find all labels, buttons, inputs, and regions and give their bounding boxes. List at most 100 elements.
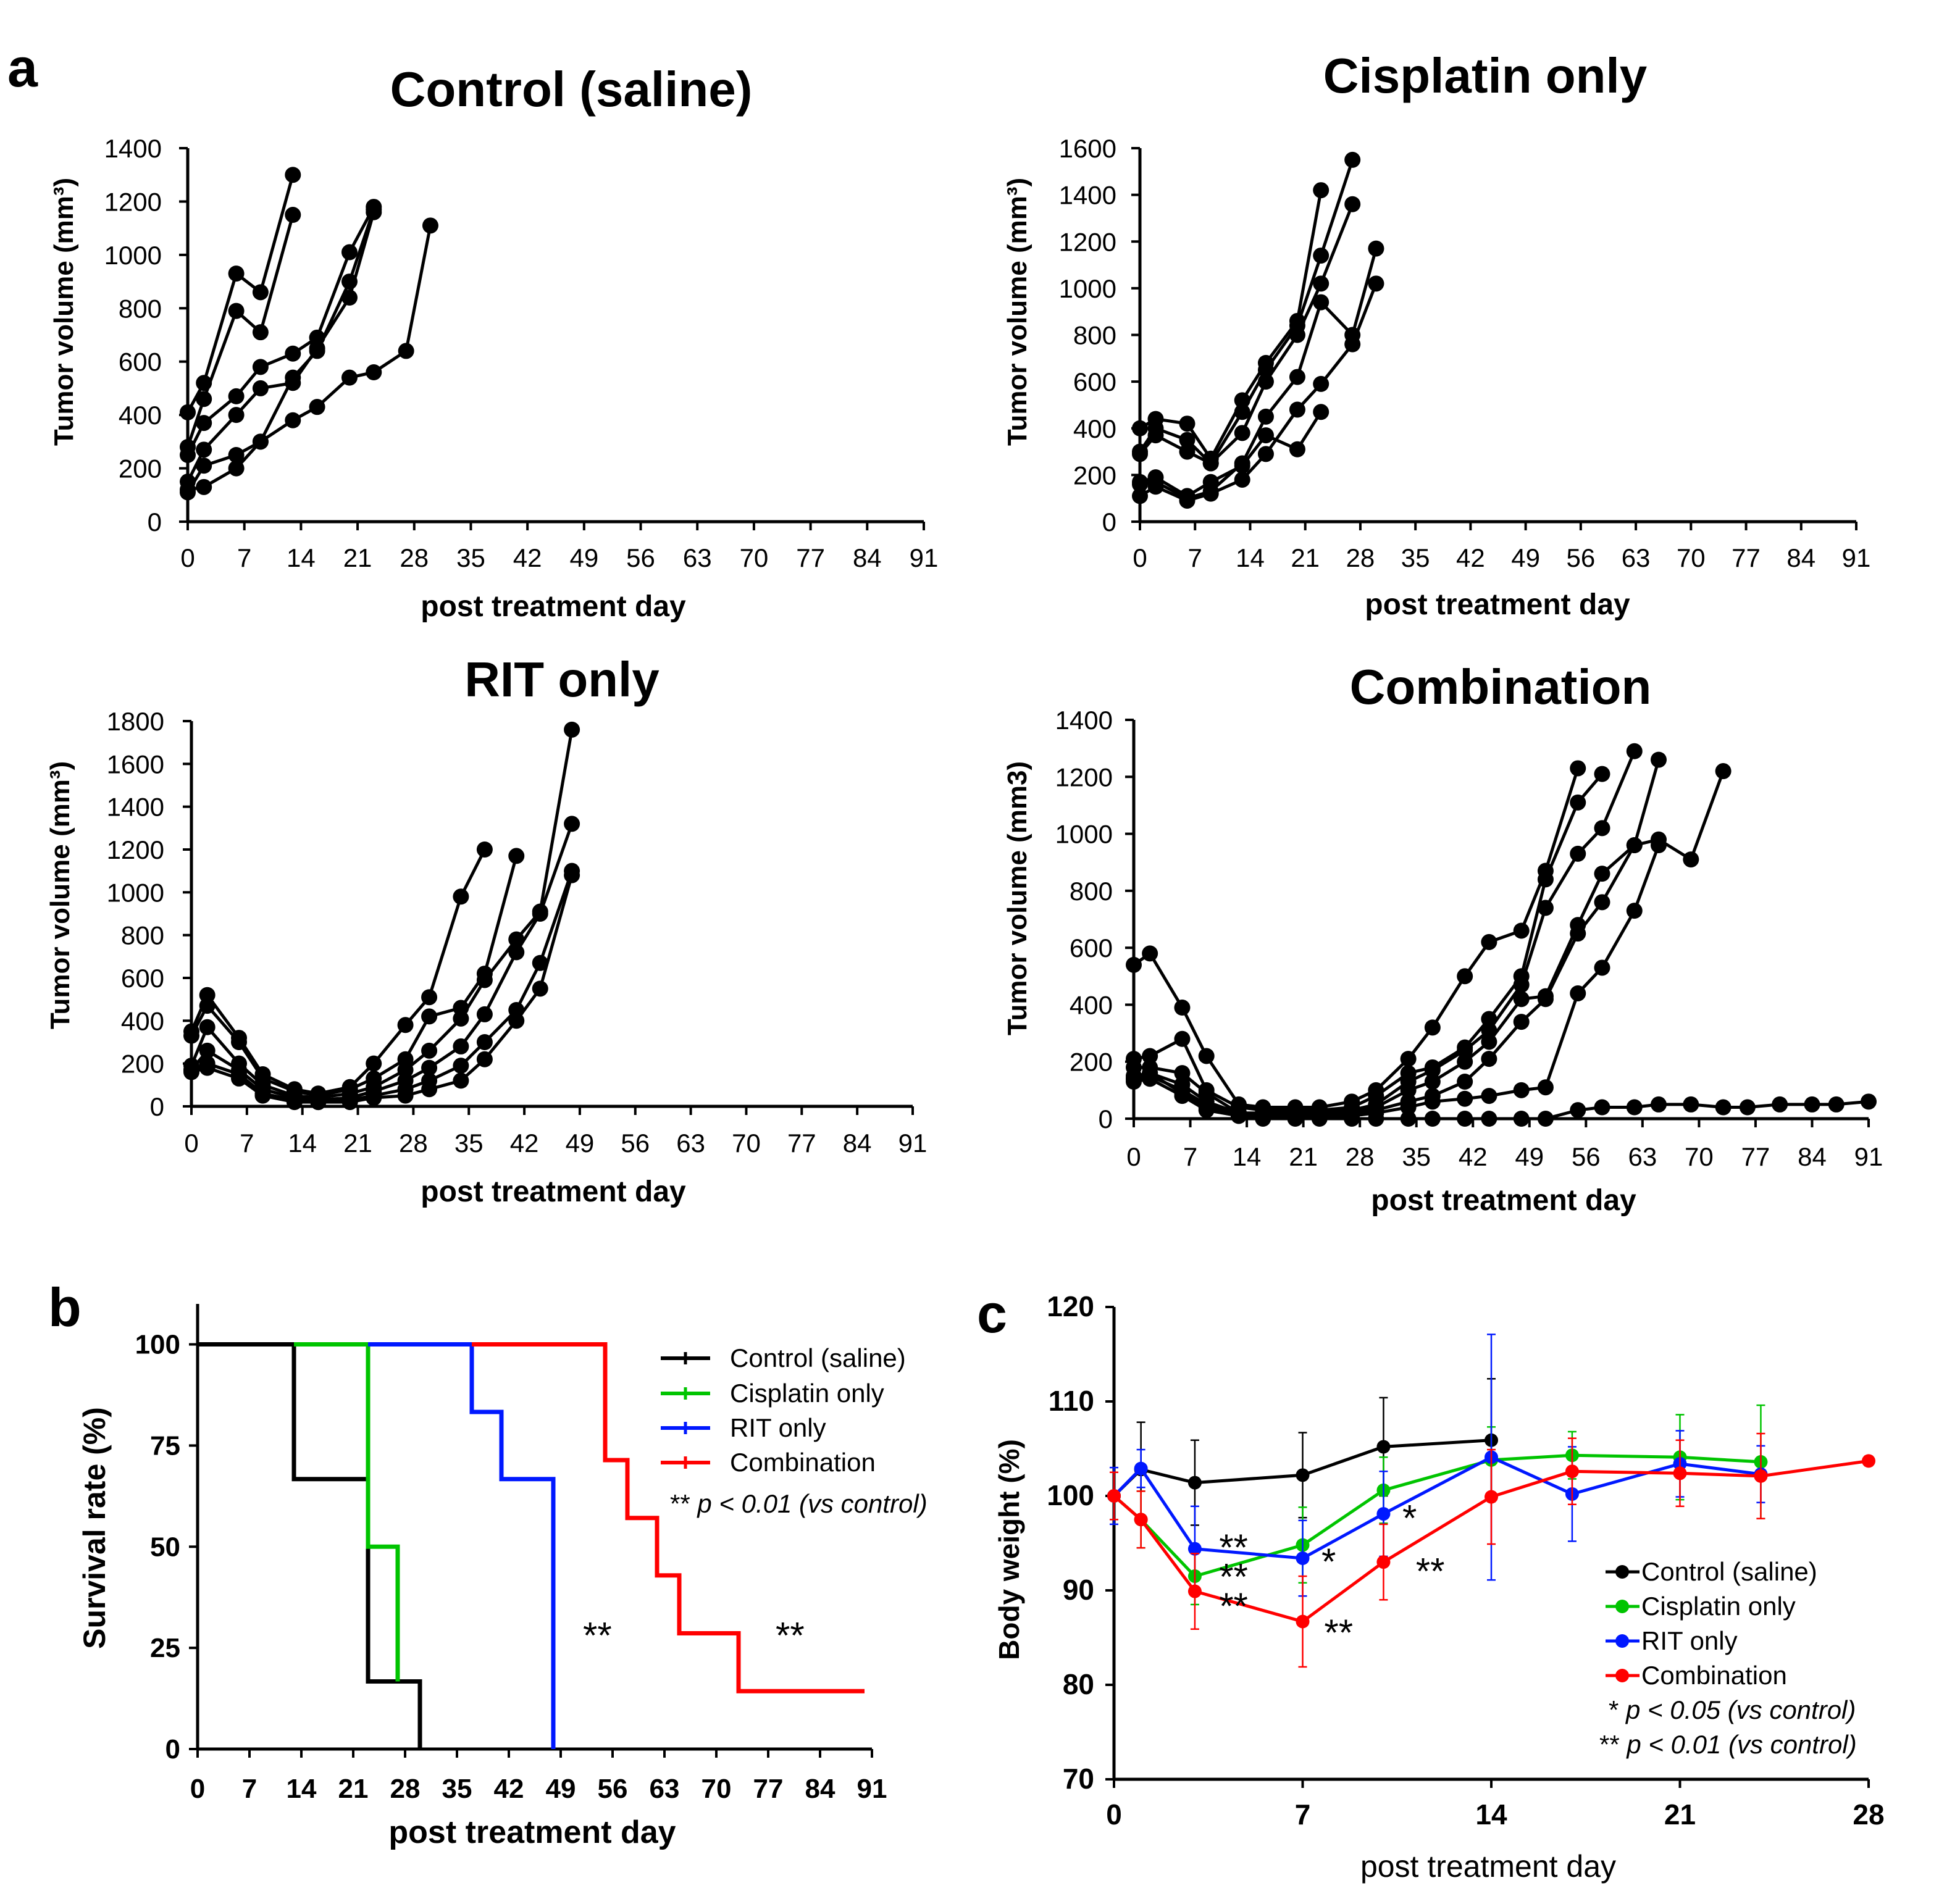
- panel-letter-a: a: [7, 37, 38, 98]
- data-point-mouse-2: [228, 303, 245, 319]
- x-tick-label: 28: [1346, 1142, 1375, 1171]
- data-point-mouse-2: [1313, 247, 1330, 264]
- x-tick-label: 42: [510, 1129, 539, 1158]
- x-tick-label: 56: [626, 543, 655, 572]
- data-point-mouse-3: [1594, 820, 1610, 837]
- data-point-mouse-3: [1313, 275, 1330, 292]
- data-point-rit-only: [1134, 1461, 1148, 1476]
- data-point-mouse-4: [421, 1059, 438, 1076]
- significance-note-2-text: p < 0.01 (vs control): [1620, 1730, 1857, 1759]
- y-tick-label: 400: [1070, 990, 1113, 1019]
- y-tick-label: 1200: [1059, 227, 1116, 256]
- x-axis-label: post treatment day: [1360, 1849, 1616, 1884]
- legend: Control (saline) Cisplatin only RIT only…: [1599, 1557, 1857, 1759]
- data-point-mouse-6: [1424, 1093, 1441, 1110]
- data-point-mouse-4: [1368, 240, 1384, 257]
- x-tick-label: 49: [566, 1129, 595, 1158]
- legend-label-cisplatin: Cisplatin only: [730, 1379, 884, 1408]
- x-tick-label: 21: [1289, 1142, 1318, 1171]
- data-point-combination: [1754, 1469, 1768, 1483]
- data-point-mouse-2: [1174, 1030, 1191, 1047]
- y-tick-label: 1200: [107, 835, 164, 864]
- data-point-mouse-2: [199, 998, 216, 1014]
- data-point-mouse-7: [1198, 1102, 1215, 1119]
- data-point-mouse-5: [1257, 446, 1274, 462]
- data-point-combination: [1107, 1489, 1121, 1503]
- data-point-mouse-7: [1142, 1071, 1158, 1087]
- y-tick-label: 1000: [1055, 820, 1113, 849]
- data-point-mouse-5: [1537, 991, 1554, 1008]
- x-tick-label: 7: [1295, 1798, 1311, 1831]
- significance-star: **: [1324, 1612, 1353, 1653]
- significance-note-1: * p < 0.05 (vs control): [1609, 1695, 1856, 1724]
- data-point-mouse-5: [1202, 485, 1219, 502]
- data-point-mouse-4: [252, 380, 269, 396]
- data-point-mouse-2: [1537, 871, 1554, 888]
- data-point-mouse-6: [1234, 457, 1250, 474]
- data-point-mouse-4: [199, 1042, 216, 1059]
- x-axis-label: post treatment day: [388, 1814, 676, 1850]
- data-point-mouse-4: [196, 441, 212, 458]
- x-tick-label: 21: [343, 543, 372, 572]
- data-point-mouse-7: [1537, 1111, 1554, 1127]
- significance-star: **: [1219, 1556, 1248, 1598]
- data-point-mouse-6: [532, 980, 548, 997]
- series-line-combination: [1113, 1459, 1869, 1624]
- data-point-mouse-7: [1594, 1099, 1610, 1116]
- data-point-rit-only: [1296, 1551, 1310, 1565]
- data-point-mouse-7: [1457, 1111, 1473, 1127]
- y-tick-label: 400: [119, 401, 162, 430]
- data-point-mouse-3: [1513, 977, 1530, 993]
- data-point-mouse-7: [1231, 1108, 1247, 1124]
- series-line-mouse-6: [191, 874, 574, 1104]
- data-point-mouse-5: [1234, 471, 1250, 488]
- data-point-mouse-6: [199, 1059, 216, 1076]
- data-point-mouse-3: [1289, 327, 1305, 343]
- x-tick-label: 77: [796, 543, 825, 572]
- data-point-mouse-5: [1594, 894, 1610, 911]
- data-point-mouse-2: [421, 1008, 438, 1025]
- data-point-mouse-4: [1481, 1033, 1497, 1050]
- y-tick-label: 50: [150, 1532, 180, 1562]
- significance-star: **: [1416, 1550, 1445, 1592]
- x-tick-label: 0: [180, 543, 195, 572]
- data-point-mouse-7: [1287, 1111, 1304, 1127]
- x-tick-label: 7: [1183, 1142, 1197, 1171]
- x-tick-label: 49: [1511, 543, 1540, 572]
- data-point-mouse-7: [1683, 1096, 1699, 1113]
- y-tick-label: 1000: [107, 878, 164, 907]
- y-tick-label: 1400: [1055, 706, 1113, 735]
- x-tick-label: 63: [650, 1774, 680, 1804]
- data-point-mouse-4: [564, 816, 580, 832]
- y-tick-label: 90: [1063, 1574, 1094, 1606]
- data-point-mouse-6: [397, 1087, 414, 1104]
- data-point-mouse-6: [421, 1081, 438, 1098]
- y-tick-label: 800: [1070, 877, 1113, 906]
- significance-note-1-stars: *: [1609, 1695, 1619, 1724]
- data-point-mouse-6: [1147, 469, 1164, 486]
- significance-star: **: [1219, 1585, 1248, 1627]
- series-line-combination: [472, 1342, 865, 1693]
- data-point-mouse-5: [1368, 275, 1384, 292]
- data-point-mouse-5: [1289, 401, 1305, 418]
- data-point-control-saline: [1376, 1440, 1391, 1454]
- data-point-mouse-6: [254, 1087, 271, 1104]
- data-point-mouse-2: [196, 391, 212, 407]
- x-tick-label: 56: [1572, 1142, 1601, 1171]
- legend-marker-cisplatin: [1615, 1600, 1629, 1613]
- data-point-mouse-2: [1570, 794, 1586, 811]
- data-point-mouse-6: [286, 1094, 303, 1111]
- x-tick-label: 28: [1853, 1798, 1884, 1831]
- series-line-mouse-2: [1133, 773, 1604, 1112]
- legend-label-rit: RIT only: [730, 1413, 826, 1442]
- series-line-mouse-3: [1139, 203, 1354, 466]
- data-point-mouse-5: [309, 343, 325, 359]
- data-point-mouse-6: [366, 364, 382, 380]
- y-tick-label: 400: [1073, 414, 1116, 443]
- x-tick-label: 84: [853, 543, 882, 572]
- x-tick-label: 91: [910, 543, 939, 572]
- data-point-mouse-5: [476, 1034, 493, 1050]
- data-point-mouse-1: [1481, 933, 1497, 950]
- data-point-mouse-5: [1481, 1051, 1497, 1067]
